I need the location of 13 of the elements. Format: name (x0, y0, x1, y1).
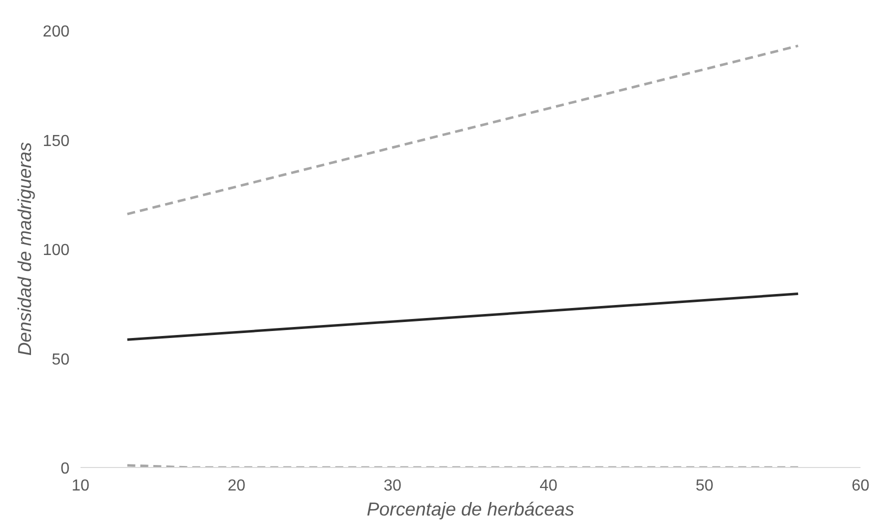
x-tick-label: 20 (228, 478, 246, 494)
y-tick-label: 150 (42, 132, 70, 150)
y-tick-label: 0 (60, 460, 70, 478)
y-tick-label: 50 (52, 351, 70, 368)
x-tick-label: 10 (72, 478, 90, 494)
x-axis-title: Porcentaje de herbáceas (366, 498, 574, 520)
y-axis-title: Densidad de madrigueras (14, 142, 35, 356)
x-tick-label: 60 (852, 478, 870, 494)
x-tick-label: 30 (384, 478, 402, 494)
y-tick-label: 100 (42, 242, 70, 259)
x-tick-label: 40 (540, 478, 558, 494)
x-tick-label: 50 (696, 478, 714, 494)
y-tick-label: 200 (42, 24, 70, 40)
